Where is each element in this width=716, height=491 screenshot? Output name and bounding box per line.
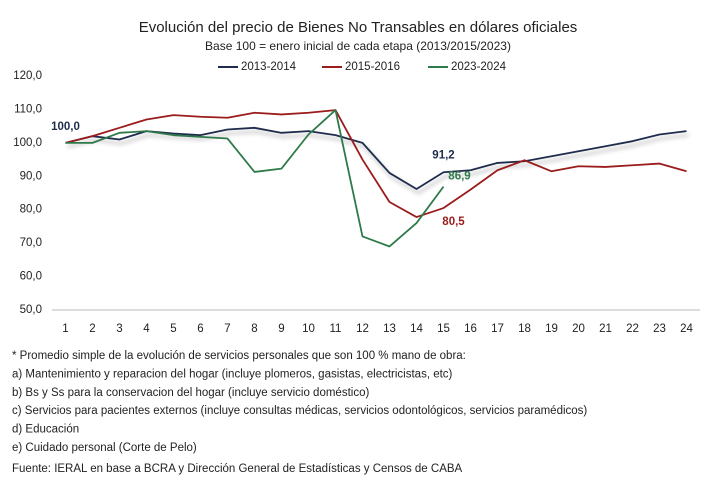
y-tick-label: 80,0 xyxy=(20,204,42,216)
x-tick-label: 3 xyxy=(116,323,122,335)
x-tick-label: 22 xyxy=(626,323,639,335)
footnote: c) Servicios para pacientes externos (in… xyxy=(12,405,587,417)
x-tick-label: 9 xyxy=(278,323,284,335)
y-tick-label: 100,0 xyxy=(13,137,42,149)
data-label: 91,2 xyxy=(432,149,454,161)
x-tick-label: 7 xyxy=(224,323,230,335)
y-tick-label: 90,0 xyxy=(20,170,42,182)
data-label: 100,0 xyxy=(51,121,80,133)
y-tick-label: 120,0 xyxy=(13,70,42,82)
footnote: d) Educación xyxy=(12,424,79,436)
x-tick-label: 2 xyxy=(89,323,95,335)
footnote: e) Cuidado personal (Corte de Pelo) xyxy=(12,442,197,454)
x-tick-label: 20 xyxy=(572,323,585,335)
legend-label: 2023-2024 xyxy=(451,61,507,73)
y-tick-label: 60,0 xyxy=(20,271,42,283)
legend-label: 2013-2014 xyxy=(241,61,297,73)
x-tick-label: 8 xyxy=(251,323,257,335)
series-line xyxy=(65,109,445,248)
footnote: * Promedio simple de la evolución de ser… xyxy=(12,350,466,362)
x-tick-label: 15 xyxy=(437,323,450,335)
x-tick-label: 17 xyxy=(491,323,504,335)
x-tick-label: 14 xyxy=(410,323,423,335)
x-tick-label: 12 xyxy=(356,323,369,335)
series-line xyxy=(65,126,687,190)
data-label: 80,5 xyxy=(442,216,465,228)
x-tick-label: 23 xyxy=(653,323,666,335)
legend-label: 2015-2016 xyxy=(345,61,400,73)
x-tick-label: 5 xyxy=(170,323,176,335)
footnote: b) Bs y Ss para la conservacion del hoga… xyxy=(12,387,369,399)
x-tick-label: 13 xyxy=(383,323,396,335)
x-tick-label: 10 xyxy=(302,323,315,335)
chart-subtitle: Base 100 = enero inicial de cada etapa (… xyxy=(205,39,511,53)
data-label: 86,9 xyxy=(448,171,470,183)
x-tick-label: 6 xyxy=(197,323,203,335)
x-tick-label: 19 xyxy=(545,323,558,335)
x-tick-label: 16 xyxy=(464,323,477,335)
x-tick-label: 11 xyxy=(330,323,342,335)
y-tick-label: 70,0 xyxy=(20,237,42,249)
chart-title: Evolución del precio de Bienes No Transa… xyxy=(139,19,578,36)
x-tick-label: 21 xyxy=(599,323,612,335)
x-tick-label: 1 xyxy=(62,323,68,335)
x-tick-label: 24 xyxy=(680,323,693,335)
source: Fuente: IERAL en base a BCRA y Dirección… xyxy=(12,463,463,475)
x-tick-label: 4 xyxy=(143,323,150,335)
y-tick-label: 110,0 xyxy=(14,103,42,115)
footnote: a) Mantenimiento y reparacion del hogar … xyxy=(12,368,453,380)
series-line xyxy=(65,109,687,218)
x-tick-label: 18 xyxy=(518,323,531,335)
y-tick-label: 50,0 xyxy=(20,304,42,316)
